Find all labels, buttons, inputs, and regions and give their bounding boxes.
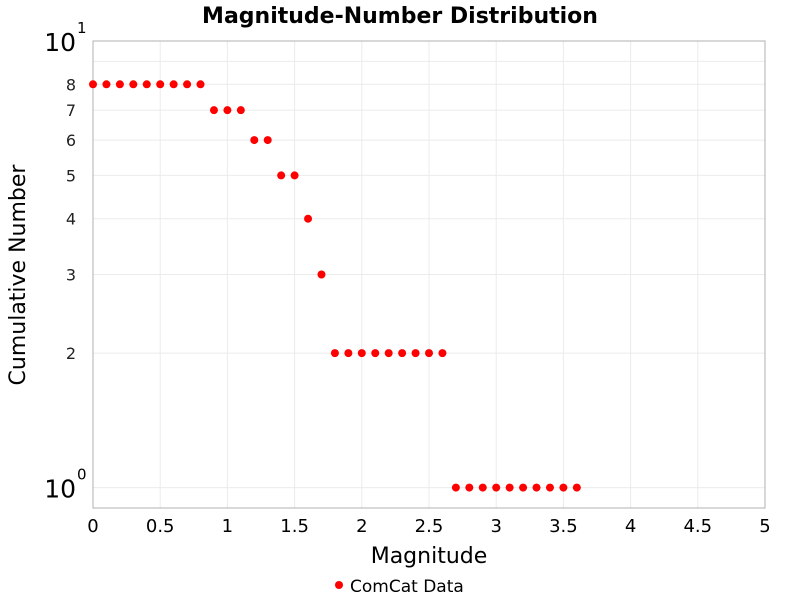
- x-tick-label: 1: [222, 516, 233, 537]
- x-tick-label: 3.5: [549, 516, 578, 537]
- data-point: [142, 80, 151, 89]
- x-tick-label: 5: [759, 516, 770, 537]
- y-tick-label: 6: [66, 131, 76, 150]
- x-axis-label: Magnitude: [371, 544, 488, 569]
- y-tick-exponent: 0: [77, 466, 87, 484]
- data-point: [236, 106, 245, 115]
- data-point: [196, 80, 205, 89]
- data-point: [344, 349, 353, 358]
- data-point: [330, 349, 339, 358]
- data-point: [398, 349, 407, 358]
- data-point: [115, 80, 124, 89]
- data-point: [209, 106, 218, 115]
- y-tick-label: 8: [66, 75, 76, 94]
- x-tick-label: 2.5: [415, 516, 444, 537]
- y-tick-label: 4: [66, 210, 76, 229]
- data-point: [357, 349, 366, 358]
- x-tick-label: 4.5: [683, 516, 712, 537]
- data-point: [559, 483, 568, 492]
- legend-marker: [335, 581, 343, 589]
- data-point: [223, 106, 232, 115]
- data-point: [156, 80, 165, 89]
- legend: ComCat Data: [335, 577, 464, 597]
- data-points: [89, 80, 581, 492]
- data-point: [572, 483, 581, 492]
- x-tick-label: 0.5: [146, 516, 175, 537]
- legend-label: ComCat Data: [350, 577, 464, 597]
- data-point: [102, 80, 111, 89]
- data-point: [545, 483, 554, 492]
- x-tick-label: 4: [625, 516, 636, 537]
- data-point: [129, 80, 138, 89]
- chart-title: Magnitude-Number Distribution: [202, 4, 598, 29]
- y-tick-label: 7: [66, 101, 76, 120]
- data-point: [89, 80, 97, 89]
- y-axis-label: Cumulative Number: [6, 164, 31, 386]
- x-ticks: 0 0.5 1 1.5 2 2.5 3 3.5 4 4.5 5: [87, 516, 770, 537]
- data-point: [169, 80, 178, 89]
- data-point: [304, 214, 313, 223]
- y-tick-label: 10: [44, 475, 76, 504]
- data-point: [532, 483, 541, 492]
- data-point: [451, 483, 460, 492]
- x-tick-label: 2: [356, 516, 367, 537]
- data-point: [478, 483, 487, 492]
- y-tick-exponent: 1: [77, 19, 87, 37]
- data-point: [277, 171, 286, 180]
- y-tick-label: 3: [66, 266, 76, 285]
- plot-area: [92, 40, 766, 509]
- data-point: [438, 349, 447, 358]
- y-tick-label: 2: [66, 344, 76, 363]
- grid: [92, 41, 766, 508]
- data-point: [290, 171, 299, 180]
- x-tick-label: 3: [490, 516, 501, 537]
- data-point: [371, 349, 380, 358]
- data-point: [384, 349, 393, 358]
- y-tick-label: 10: [44, 28, 76, 57]
- x-tick-label: 1.5: [280, 516, 309, 537]
- x-tick-label: 0: [87, 516, 98, 537]
- data-point: [183, 80, 192, 89]
- data-point: [425, 349, 433, 358]
- data-point: [250, 136, 259, 145]
- data-point: [492, 483, 501, 492]
- data-point: [519, 483, 528, 492]
- data-point: [317, 270, 326, 279]
- data-point: [411, 349, 420, 358]
- data-point: [505, 483, 514, 492]
- data-point: [263, 136, 272, 145]
- data-point: [465, 483, 474, 492]
- y-tick-label: 5: [66, 166, 76, 185]
